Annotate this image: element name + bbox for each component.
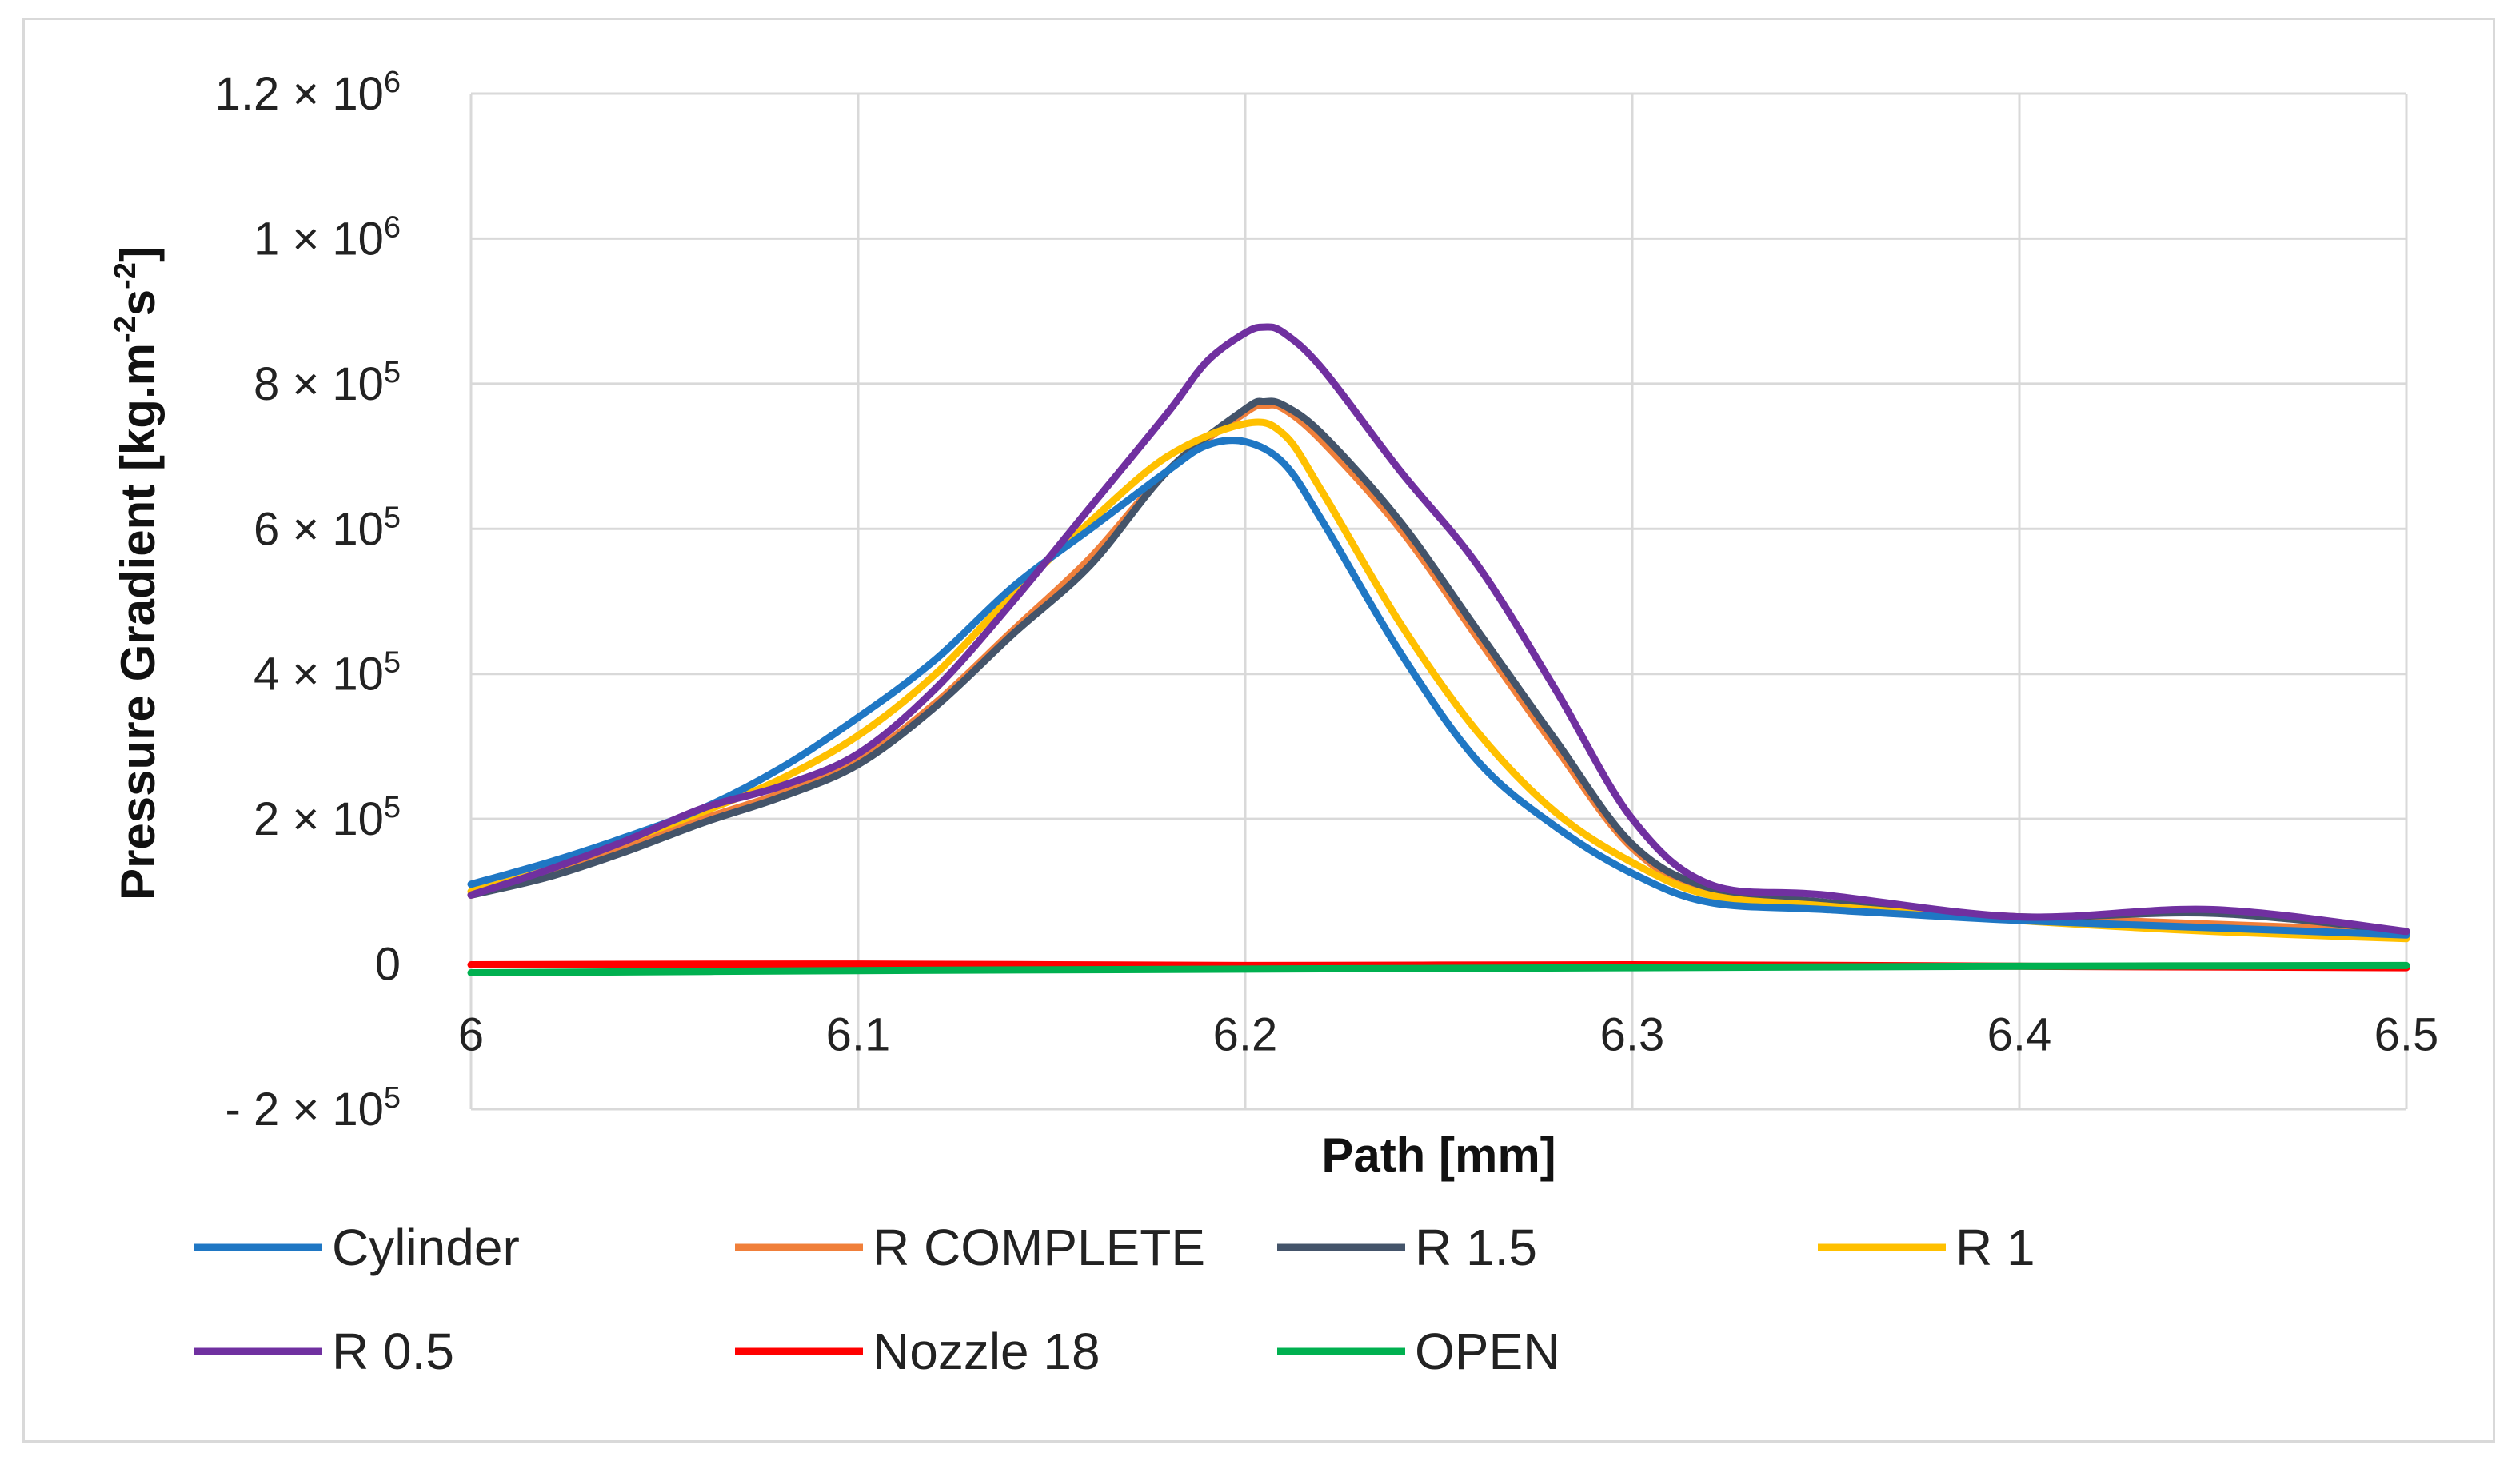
series-line-open — [467, 961, 2410, 976]
legend: Cylinder R COMPLETE R 1.5 R 1 R 0.5 Nozzle 18… — [194, 1219, 2035, 1380]
y-axis-ticks: 1.2 × 106 1 × 106 8 × 105 6 × 105 4 × 105 2 ×… — [215, 66, 401, 1136]
legend-item: R 1.5 — [1277, 1219, 1537, 1276]
legend-item: Nozzle 18 — [735, 1323, 1100, 1380]
x-tick-label: 6.3 — [1600, 1009, 1665, 1061]
series-line-r-1-5 — [467, 397, 2410, 936]
legend-label: Cylinder — [332, 1219, 520, 1276]
chart-frame: 1.2 × 106 1 × 106 8 × 105 6 × 105 4 × 105 2 ×… — [22, 18, 2495, 1443]
x-tick-label: 6.4 — [1987, 1009, 2052, 1061]
legend-item: R COMPLETE — [735, 1219, 1205, 1276]
y-tick-label: - 2 × 105 — [226, 1081, 401, 1136]
line-chart: 1.2 × 106 1 × 106 8 × 105 6 × 105 4 × 105 2 ×… — [109, 66, 2438, 1380]
series-lines — [467, 323, 2410, 976]
x-axis-title: Path [mm] — [1321, 1128, 1556, 1182]
legend-item: OPEN — [1277, 1323, 1560, 1380]
legend-label: R 0.5 — [332, 1323, 454, 1380]
series-line-r-1 — [467, 418, 2410, 943]
y-tick-label: 1.2 × 106 — [215, 66, 401, 120]
legend-label: OPEN — [1415, 1323, 1560, 1380]
legend-label: R COMPLETE — [873, 1219, 1205, 1276]
y-axis-title: Pressure Gradient [kg.m-2s-2] — [109, 246, 165, 900]
y-tick-label: 4 × 105 — [254, 646, 401, 701]
y-tick-label: 2 × 105 — [254, 791, 401, 845]
legend-label: R 1.5 — [1415, 1219, 1537, 1276]
legend-item: Cylinder — [194, 1219, 520, 1276]
x-tick-label: 6.5 — [2374, 1009, 2439, 1061]
series-line-r-complete — [467, 401, 2410, 936]
y-tick-label: 6 × 105 — [254, 501, 401, 555]
series-line-r-0-5 — [467, 323, 2410, 936]
x-tick-label: 6.2 — [1213, 1009, 1278, 1061]
x-tick-label: 6 — [458, 1009, 484, 1061]
y-tick-label: 8 × 105 — [254, 356, 401, 410]
y-tick-label: 1 × 106 — [254, 210, 401, 265]
legend-item: R 1 — [1818, 1219, 2035, 1276]
x-tick-label: 6.1 — [826, 1009, 891, 1061]
y-tick-label: 0 — [375, 939, 401, 991]
series-line-cylinder — [467, 437, 2410, 939]
x-axis-ticks: 6 6.1 6.2 6.3 6.4 6.5 — [458, 1009, 2438, 1061]
legend-label: Nozzle 18 — [873, 1323, 1100, 1380]
grid — [469, 92, 2408, 1111]
legend-item: R 0.5 — [194, 1323, 454, 1380]
legend-label: R 1 — [1955, 1219, 2035, 1276]
